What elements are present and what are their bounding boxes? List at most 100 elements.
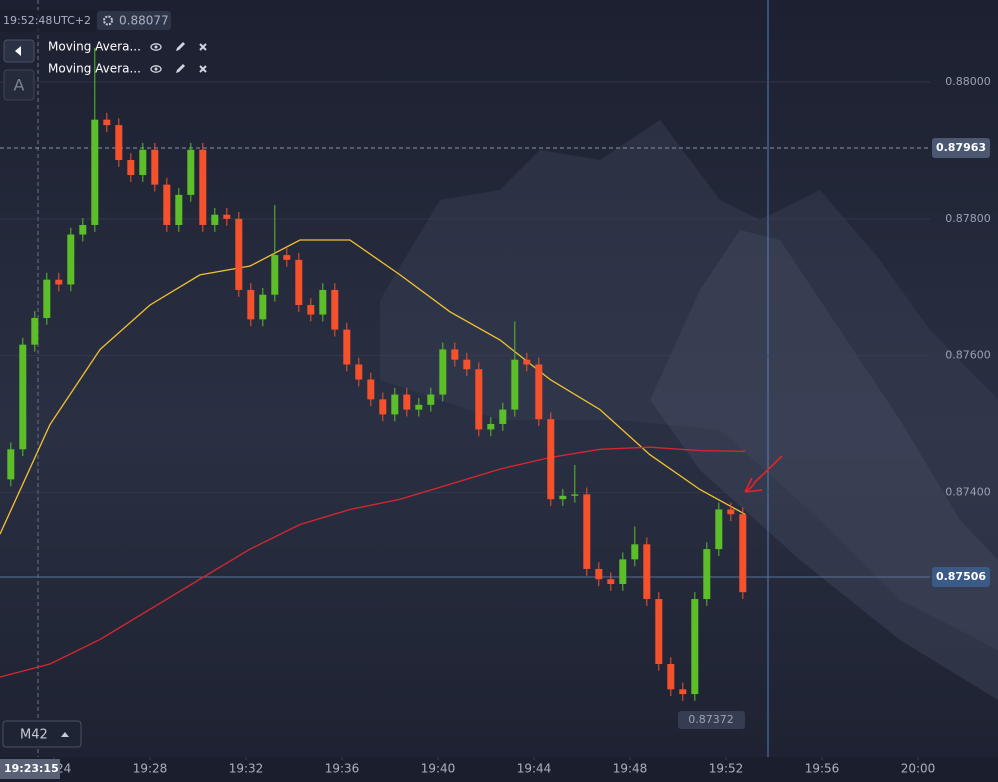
x-tick-label: 19:52 xyxy=(709,762,744,776)
x-tick-label: 20:00 xyxy=(901,762,936,776)
current-price-badge xyxy=(932,567,990,587)
candle-body xyxy=(487,423,495,430)
candle-body xyxy=(379,399,387,415)
crosshair-time-badge xyxy=(0,759,60,779)
candle-body xyxy=(67,234,75,285)
time-axis-band xyxy=(0,757,998,782)
top-price-badge[interactable] xyxy=(97,11,171,30)
candle-body xyxy=(199,149,207,225)
x-tick-label: 19:44 xyxy=(517,762,552,776)
candle-body xyxy=(31,317,39,345)
settings-icon[interactable] xyxy=(103,15,113,26)
x-tick-label: 19:56 xyxy=(805,762,840,776)
candle-body xyxy=(535,364,543,420)
candle-body xyxy=(163,184,171,225)
font-button[interactable] xyxy=(3,69,35,101)
candle-body xyxy=(319,289,327,315)
low-price-label: 0.87372 xyxy=(688,713,734,726)
candle-body xyxy=(739,514,747,593)
candle-body xyxy=(631,544,639,560)
candle-body xyxy=(259,294,267,320)
candle-body xyxy=(463,359,471,370)
candle-body xyxy=(271,255,279,295)
candle-body xyxy=(427,394,435,405)
x-tick-label: 19:32 xyxy=(229,762,264,776)
candle-body xyxy=(595,568,603,580)
legend: Moving Avera... Moving Avera... xyxy=(48,40,207,76)
low-price-badge xyxy=(678,711,745,729)
moving-average-line xyxy=(0,239,746,535)
font-button-label: A xyxy=(14,76,25,95)
mountain-peak xyxy=(650,230,998,700)
candle-body xyxy=(7,449,15,480)
hand-drawn-arrow xyxy=(744,455,783,493)
candle-body xyxy=(307,304,315,315)
candle-body xyxy=(151,149,159,185)
candle-body xyxy=(451,349,459,360)
candle-body xyxy=(343,329,351,365)
candle-body xyxy=(691,599,699,695)
candle-body xyxy=(187,149,195,195)
candle-body xyxy=(115,125,123,161)
edit-icon[interactable] xyxy=(176,42,185,51)
plot xyxy=(0,47,747,701)
y-tick-label: 0.88000 xyxy=(945,75,991,88)
timeframe-caret xyxy=(61,732,69,737)
candle-body xyxy=(19,344,27,450)
candle-body xyxy=(403,394,411,410)
candle-body xyxy=(511,359,519,410)
grid xyxy=(0,81,930,493)
candle-body xyxy=(439,349,447,395)
x-tick-label: 19:36 xyxy=(325,762,360,776)
candle-body xyxy=(355,364,363,380)
timeframe-button[interactable] xyxy=(2,720,82,748)
candle-body xyxy=(211,214,219,225)
candle-body xyxy=(139,149,147,176)
candle-body xyxy=(367,379,375,400)
candle-body xyxy=(667,663,675,690)
current-price-label: 0.87506 xyxy=(936,570,986,583)
candle-body xyxy=(475,369,483,430)
visibility-icon[interactable] xyxy=(150,65,162,73)
candle-body xyxy=(235,218,243,290)
remove-icon[interactable] xyxy=(199,43,207,51)
candle-body xyxy=(415,404,423,410)
candle-body xyxy=(571,494,579,496)
marker-price-badge xyxy=(932,138,990,158)
candle-body xyxy=(295,259,303,305)
candle-body xyxy=(607,579,615,584)
y-tick-label: 0.87600 xyxy=(945,349,991,362)
timeframe-label: M42 xyxy=(20,728,48,743)
candle-body xyxy=(103,119,111,126)
visibility-icon[interactable] xyxy=(150,43,162,51)
remove-icon[interactable] xyxy=(199,65,207,73)
candle-body xyxy=(679,689,687,695)
candle-body xyxy=(127,160,135,176)
clock: 19:52:48 xyxy=(3,14,52,27)
candle-body xyxy=(559,495,567,500)
y-tick-label: 0.87800 xyxy=(945,212,991,225)
candle-body xyxy=(43,279,51,318)
x-tick-label: 19:40 xyxy=(421,762,456,776)
marker-price-label: 0.87963 xyxy=(936,141,986,154)
collapse-icon xyxy=(15,46,21,56)
candle-body xyxy=(499,409,507,424)
candle-body xyxy=(391,394,399,415)
candle-body xyxy=(727,509,735,515)
mountain-backdrop xyxy=(380,120,998,650)
candle-body xyxy=(643,544,651,600)
edit-icon[interactable] xyxy=(176,64,185,73)
x-tick-label: 19:48 xyxy=(613,762,648,776)
candle-body xyxy=(223,214,231,219)
candle-body xyxy=(619,559,627,584)
candle-body xyxy=(655,599,663,664)
candle-body xyxy=(175,194,183,225)
candle-body xyxy=(715,509,723,550)
y-tick-label: 0.87400 xyxy=(945,485,991,498)
candle-body xyxy=(79,224,87,235)
legend-entry: Moving Avera... xyxy=(48,62,141,76)
clock-panel xyxy=(0,10,96,32)
